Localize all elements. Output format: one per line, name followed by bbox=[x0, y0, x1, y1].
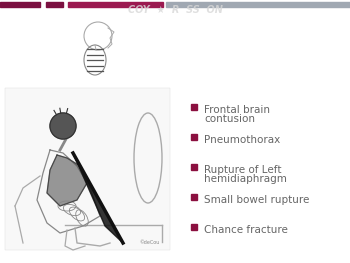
Bar bbox=[46, 2, 63, 7]
Bar bbox=[191, 164, 197, 170]
Bar bbox=[0, 2, 40, 7]
Circle shape bbox=[50, 113, 76, 139]
Bar bbox=[68, 2, 163, 7]
Polygon shape bbox=[73, 153, 123, 243]
Text: hemidiaphragm: hemidiaphragm bbox=[204, 174, 287, 184]
Text: Frontal brain: Frontal brain bbox=[204, 105, 270, 115]
Bar bbox=[5, 88, 170, 250]
Text: contusion: contusion bbox=[204, 114, 255, 124]
Bar bbox=[191, 224, 197, 230]
Polygon shape bbox=[47, 155, 87, 206]
Bar bbox=[166, 2, 350, 7]
Text: Pneumothorax: Pneumothorax bbox=[204, 135, 280, 145]
Bar bbox=[191, 104, 197, 110]
Bar bbox=[191, 134, 197, 140]
Text: Small bowel rupture: Small bowel rupture bbox=[204, 195, 309, 205]
Text: COY  ★  R  SS  ON: COY ★ R SS ON bbox=[127, 5, 223, 15]
Bar bbox=[191, 194, 197, 200]
Text: Chance fracture: Chance fracture bbox=[204, 225, 288, 235]
Text: ©deCou: ©deCou bbox=[140, 240, 160, 245]
Text: Rupture of Left: Rupture of Left bbox=[204, 165, 281, 175]
